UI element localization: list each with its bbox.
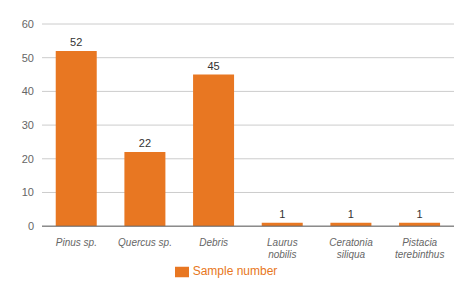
svg-text:60: 60 — [22, 18, 34, 30]
html-text:Sample number: Sample number — [192, 264, 278, 279]
svg-text:20: 20 — [22, 153, 34, 165]
svg-text:Quercus sp.: Quercus sp. — [118, 237, 172, 248]
svg-text:30: 30 — [22, 119, 34, 131]
svg-text:Pistaciaterebinthus: Pistaciaterebinthus — [395, 237, 444, 260]
svg-text:52: 52 — [70, 36, 82, 48]
svg-text:40: 40 — [22, 85, 34, 97]
svg-text:Pinus sp.: Pinus sp. — [56, 237, 97, 248]
svg-text:Ceratoniasiliqua: Ceratoniasiliqua — [329, 237, 373, 260]
svg-text:1: 1 — [348, 208, 354, 220]
svg-text:1: 1 — [417, 208, 423, 220]
svg-text:Laurusnobilis: Laurusnobilis — [267, 237, 298, 260]
svg-text:Debris: Debris — [199, 237, 228, 248]
svg-text:50: 50 — [22, 52, 34, 64]
svg-text:10: 10 — [22, 186, 34, 198]
svg-text:22: 22 — [139, 137, 151, 149]
svg-text:0: 0 — [28, 220, 34, 232]
svg-text:45: 45 — [207, 60, 219, 72]
svg-text:1: 1 — [279, 208, 285, 220]
